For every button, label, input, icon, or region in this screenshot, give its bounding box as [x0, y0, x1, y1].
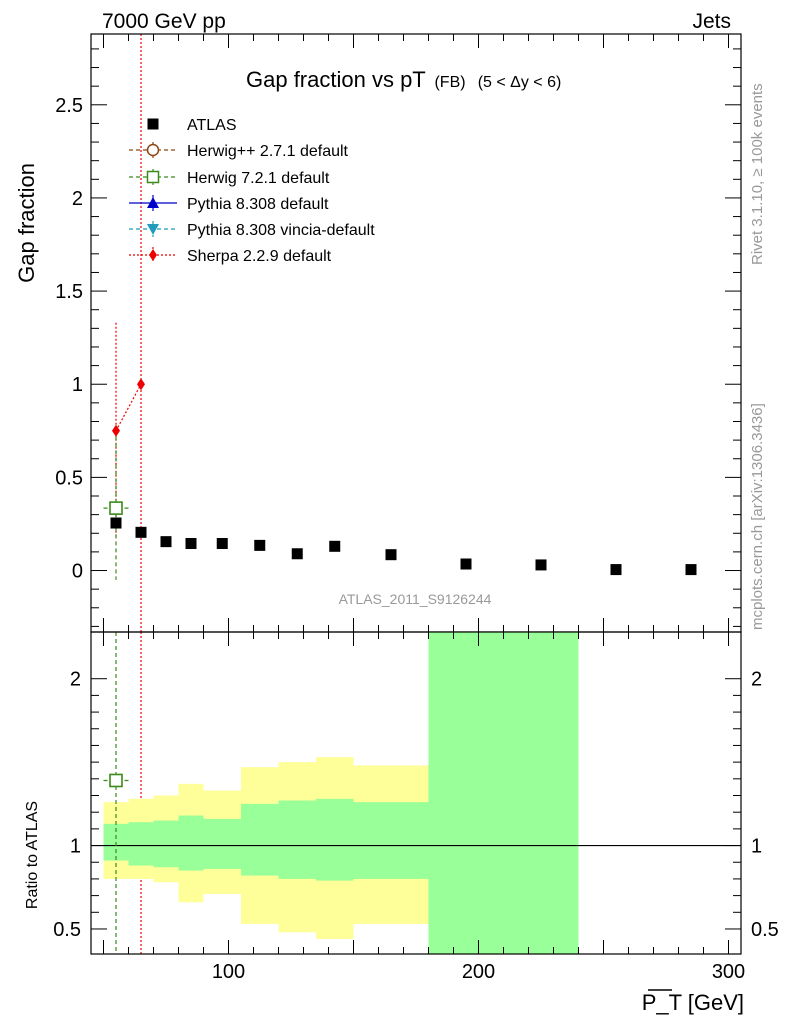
- legend-marker-square: [147, 118, 159, 130]
- herwig7-marker: [109, 501, 123, 515]
- ratio-x-tick-label: 200: [462, 961, 495, 983]
- legend-label: Pythia 8.308 default: [187, 196, 329, 213]
- ratio-plot-panel: 0.5 0.5 1 1 2 2 100 200 300 Ratio to ATLAS P_T […: [24, 631, 779, 1015]
- ratio-ylabel: Ratio to ATLAS: [24, 801, 41, 909]
- category-label: Jets: [692, 10, 731, 33]
- analysis-watermark: ATLAS_2011_S9126244: [339, 591, 492, 607]
- chart-title-suffix: (FB): [434, 74, 465, 91]
- legend-marker-triangle-up: [147, 197, 159, 208]
- y-tick-label: 1.5: [55, 281, 83, 303]
- ratio-x-tick-label: 300: [712, 961, 745, 983]
- atlas-data-point: [160, 536, 172, 548]
- sherpa-line: [115, 383, 142, 432]
- legend-label: Sherpa 2.2.9 default: [187, 248, 332, 265]
- ratio-plot-frame: [90, 631, 742, 955]
- energy-label: 7000 GeV pp: [102, 10, 226, 33]
- herwig7-ratio-marker: [109, 773, 123, 788]
- stat-band: [316, 798, 354, 881]
- legend-label: ATLAS: [187, 117, 237, 134]
- ratio-y-tick-label-right: 0.5: [751, 919, 779, 941]
- legend-marker-diamond: [149, 249, 157, 261]
- legend-label: Herwig 7.2.1 default: [187, 170, 330, 187]
- chart-title-main: Gap fraction vs pT: [246, 67, 425, 92]
- atlas-data-point: [385, 549, 397, 561]
- legend-marker-circle: [146, 143, 160, 157]
- atlas-data-point: [216, 538, 228, 550]
- atlas-data-point: [610, 564, 622, 576]
- stat-band: [178, 815, 204, 871]
- stat-band: [153, 820, 179, 868]
- sherpa-marker: [112, 424, 120, 437]
- atlas-data-point: [135, 526, 147, 538]
- atlas-data-point: [254, 539, 266, 551]
- stat-band: [241, 803, 279, 876]
- atlas-data-point: [685, 564, 697, 576]
- y-tick-label: 0.5: [55, 467, 83, 489]
- atlas-data-point: [460, 558, 472, 570]
- atlas-data-point: [291, 548, 303, 560]
- atlas-data-point: [535, 559, 547, 571]
- stat-band: [353, 802, 429, 879]
- legend-label: Pythia 8.308 vincia-default: [187, 222, 375, 239]
- y-tick-label: 2: [72, 188, 83, 210]
- y-tick-label: 2.5: [55, 95, 83, 117]
- ratio-y-tick-label: 2: [70, 669, 81, 691]
- stat-band: [278, 800, 316, 879]
- chart-title-cut: (5 < Δy < 6): [478, 74, 562, 91]
- atlas-data-point: [329, 540, 341, 552]
- stat-band: [203, 818, 241, 869]
- ratio-y-tick-label-right: 2: [751, 669, 762, 691]
- y-tick-label: 0: [72, 561, 83, 583]
- sherpa-marker: [137, 378, 145, 391]
- ratio-y-tick-label-right: 1: [751, 836, 762, 858]
- main-ylabel: Gap fraction: [14, 163, 39, 283]
- ratio-xlabel-text: P_T [GeV]: [642, 990, 744, 1015]
- legend-marker-triangle-down: [147, 224, 159, 235]
- mcplots-label: mcplots.cern.ch [arXiv:1306.3436]: [749, 403, 766, 630]
- ratio-xlabel: P_T [GeV]: [642, 990, 744, 1015]
- ratio-y-tick-label: 1: [70, 836, 81, 858]
- stat-band: [503, 632, 579, 954]
- y-tick-label: 1: [72, 374, 83, 396]
- legend: ATLAS Herwig++ 2.7.1 default Herwig 7.2.1 …: [129, 117, 375, 265]
- stat-band: [428, 632, 504, 954]
- stat-band: [128, 822, 154, 866]
- ratio-x-tick-label: 100: [212, 961, 245, 983]
- atlas-data-point: [185, 538, 197, 550]
- legend-label: Herwig++ 2.7.1 default: [187, 143, 349, 160]
- ratio-y-tick-label: 0.5: [53, 919, 81, 941]
- atlas-data-point: [110, 517, 122, 529]
- rivet-version-label: Rivet 3.1.10, ≥ 100k events: [749, 83, 766, 265]
- legend-marker-open-square: [146, 170, 160, 184]
- main-plot-panel: 0 0.5 1 1.5 2 2.5 Gap fraction Gap fraction v…: [14, 33, 742, 954]
- chart-title: Gap fraction vs pT (FB) (5 < Δy < 6): [246, 67, 561, 92]
